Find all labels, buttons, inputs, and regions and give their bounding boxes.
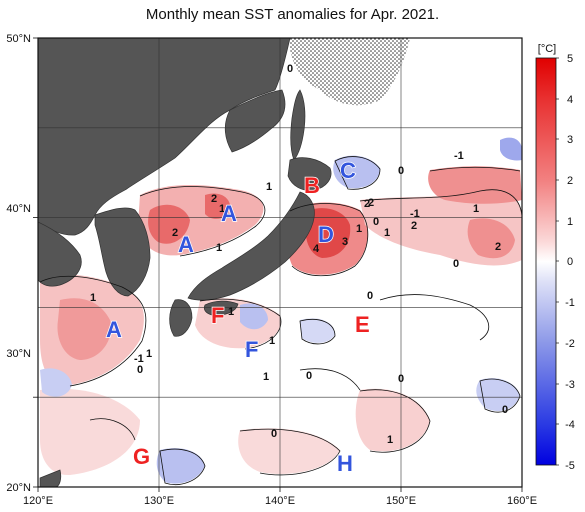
colorbar-gradient (535, 57, 557, 466)
region-label-h: H (337, 451, 353, 476)
land-masses (38, 38, 332, 487)
map-title: Monthly mean SST anomalies for Apr. 2021… (145, 6, 440, 23)
colorbar-tick: 0 (567, 256, 573, 268)
colorbar-tick: -3 (565, 379, 575, 391)
latitude-axis: 50°N 40°N 30°N 20°N (6, 33, 31, 494)
contour-label: 0 (453, 258, 459, 270)
colorbar-tick: 3 (567, 134, 573, 146)
contour-label: 2 (495, 241, 501, 253)
contour-label: 4 (313, 243, 320, 255)
region-label-e: E (355, 312, 370, 337)
contour-label: 1 (266, 181, 272, 193)
contour-label: 2 (211, 193, 217, 205)
lon-tick-label: 140°E (265, 495, 295, 507)
colorbar-tick: 5 (567, 53, 573, 65)
grid-lines (38, 38, 522, 487)
lon-tick-label: 150°E (386, 495, 416, 507)
contour-label: 0 (306, 370, 312, 382)
region-label-a: A (178, 232, 194, 257)
contour-label: 1 (263, 371, 269, 383)
colorbar-unit: [°C] (538, 43, 556, 55)
lat-tick-label: 50°N (6, 33, 31, 45)
contour-label: 0 (373, 216, 379, 228)
colorbar-tick: -2 (565, 338, 575, 350)
contour-label: 0 (287, 63, 293, 75)
contour-label: 1 (228, 306, 234, 318)
sea-ice-area (289, 38, 410, 106)
contour-label: 0 (367, 290, 373, 302)
contour-label: 1 (146, 348, 152, 360)
lon-tick-label: 160°E (507, 495, 537, 507)
contour-label: 1 (473, 203, 479, 215)
contour-label: 1 (356, 223, 362, 235)
region-label-a: A (221, 201, 237, 226)
contour-label: 1 (90, 292, 96, 304)
contour-value-labels: 0 1 1 2 2 1 0 -1 2 -1 2 1 2 1 4 3 1 0 2 … (90, 63, 508, 446)
contour-label: 2 (411, 220, 417, 232)
contour-label: 2 (364, 198, 370, 210)
colorbar-tick: -1 (565, 297, 575, 309)
lon-tick-label: 130°E (144, 495, 174, 507)
colorbar-tick: -4 (565, 419, 575, 431)
contour-label: 0 (271, 428, 277, 440)
region-label-c: C (340, 158, 356, 183)
lat-tick-label: 30°N (6, 348, 31, 360)
longitude-axis: 120°E 130°E 140°E 150°E 160°E (23, 495, 537, 507)
region-labels: A A A B C D E F F G H (105, 157, 370, 477)
region-label-d: D (318, 222, 334, 247)
contour-label: 1 (219, 203, 225, 215)
region-label-f: F (245, 337, 258, 362)
lat-tick-label: 40°N (6, 203, 31, 215)
axis-tick-marks (33, 37, 523, 492)
contour-label: -1 (454, 150, 464, 162)
contour-label: 1 (387, 434, 393, 446)
lon-tick-label: 120°E (23, 495, 53, 507)
region-label-a: A (106, 317, 122, 342)
region-label-g: G (133, 444, 150, 469)
colorbar: [°C] 5 4 3 2 1 0 -1 -2 -3 -4 -5 (535, 43, 575, 472)
contour-label: 3 (342, 236, 348, 248)
region-label-f: F (211, 303, 224, 328)
contour-lines (39, 156, 522, 485)
contour-label: 0 (398, 165, 404, 177)
contour-label: 0 (398, 373, 404, 385)
region-label-b: B (304, 173, 320, 198)
lat-tick-label: 20°N (6, 482, 31, 494)
contour-label: 2 (368, 197, 374, 209)
contour-label: 0 (137, 364, 143, 376)
colorbar-tick: 1 (567, 216, 573, 228)
colorbar-tick: 4 (567, 94, 573, 106)
colorbar-tick: 2 (567, 175, 573, 187)
contour-label: 1 (384, 227, 390, 239)
contour-label: 2 (172, 227, 178, 239)
contour-label: 1 (269, 335, 275, 347)
cold-anomaly-regions (40, 137, 522, 484)
contour-label: 1 (216, 242, 222, 254)
contour-label: 0 (502, 404, 508, 416)
colorbar-tick: -5 (565, 460, 575, 472)
contour-label: -1 (134, 353, 144, 365)
contour-label: -1 (410, 208, 420, 220)
